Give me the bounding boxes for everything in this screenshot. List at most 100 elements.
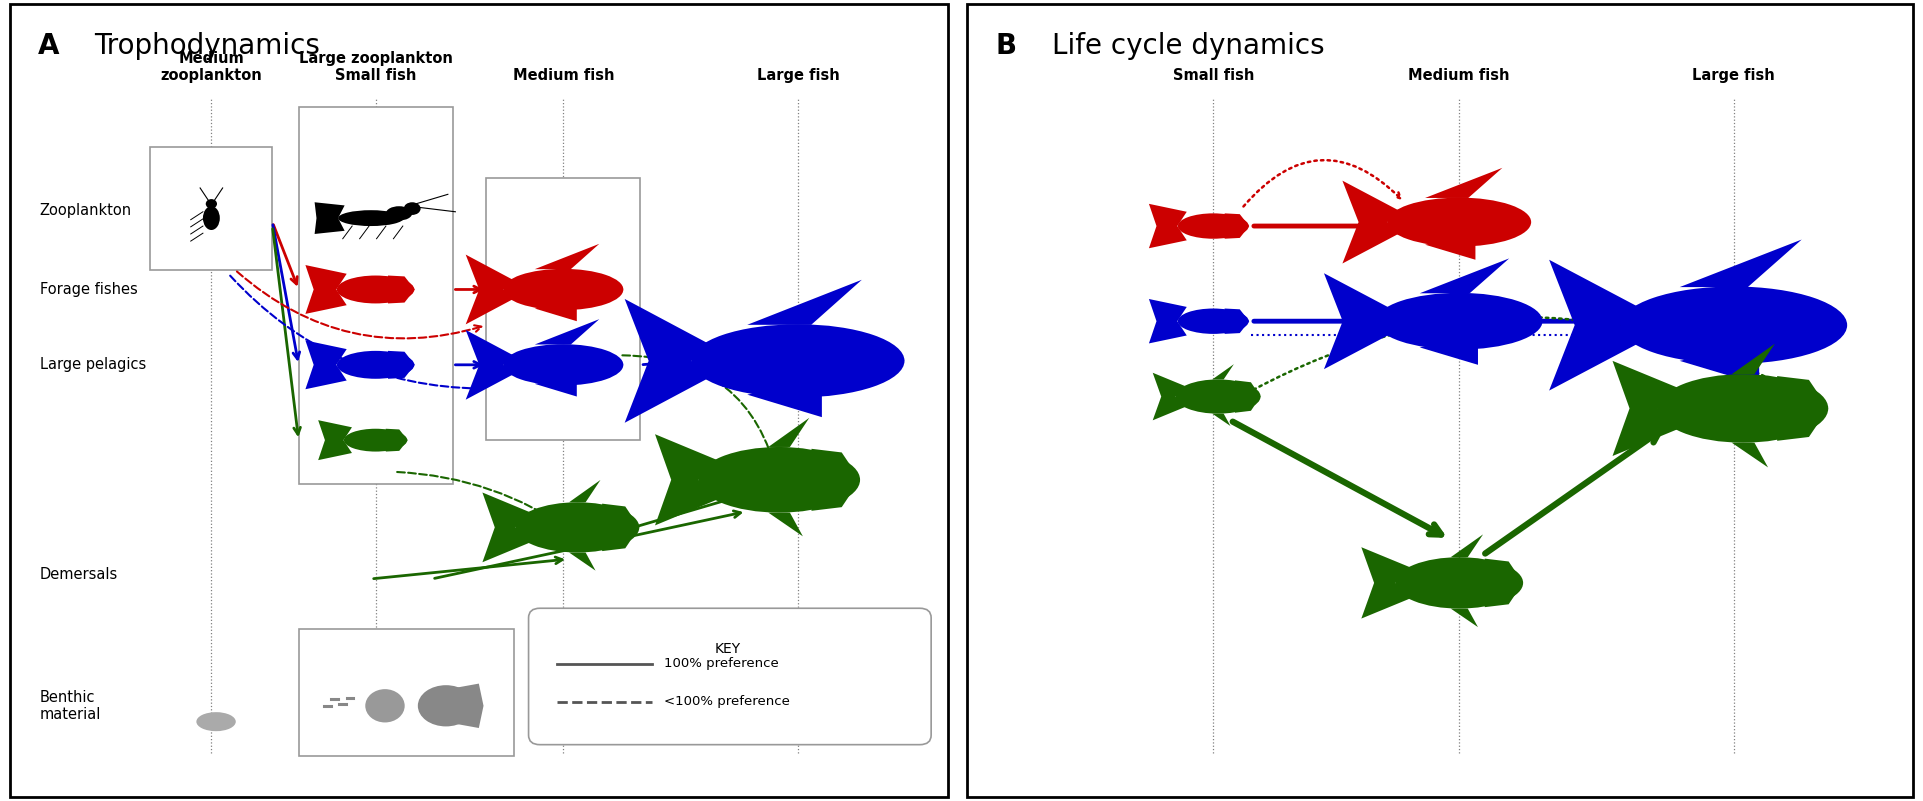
FancyBboxPatch shape (150, 147, 273, 270)
Polygon shape (1477, 199, 1531, 244)
Polygon shape (1152, 372, 1185, 421)
Polygon shape (1211, 413, 1231, 426)
Polygon shape (535, 244, 600, 269)
Polygon shape (1211, 364, 1235, 380)
Ellipse shape (337, 351, 413, 379)
Text: <100% preference: <100% preference (663, 695, 790, 708)
Polygon shape (535, 300, 577, 321)
Polygon shape (1450, 609, 1479, 627)
Ellipse shape (206, 199, 217, 208)
Polygon shape (1485, 558, 1523, 607)
Text: Zooplankton: Zooplankton (40, 203, 133, 218)
Polygon shape (465, 255, 515, 324)
Polygon shape (535, 375, 577, 396)
Polygon shape (1733, 443, 1767, 468)
Polygon shape (1733, 344, 1775, 374)
Text: KEY: KEY (715, 642, 740, 655)
Polygon shape (1342, 181, 1400, 264)
Text: Life cycle dynamics: Life cycle dynamics (1052, 32, 1325, 60)
Ellipse shape (417, 685, 475, 727)
Ellipse shape (387, 206, 412, 220)
Polygon shape (579, 346, 623, 384)
Polygon shape (1777, 376, 1829, 441)
FancyArrowPatch shape (623, 356, 779, 479)
Ellipse shape (204, 206, 219, 230)
Polygon shape (1481, 295, 1542, 348)
Ellipse shape (1177, 213, 1248, 239)
Ellipse shape (365, 689, 404, 723)
Polygon shape (1361, 547, 1410, 618)
Polygon shape (1450, 534, 1483, 557)
Polygon shape (387, 429, 408, 452)
Ellipse shape (690, 324, 904, 397)
Polygon shape (483, 493, 529, 562)
Polygon shape (1148, 299, 1186, 344)
Polygon shape (1425, 168, 1502, 198)
Text: Demersals: Demersals (40, 567, 117, 582)
Polygon shape (1419, 335, 1479, 364)
Polygon shape (1323, 273, 1392, 369)
FancyBboxPatch shape (529, 608, 931, 745)
Polygon shape (812, 449, 860, 511)
Text: 100% preference: 100% preference (663, 658, 779, 670)
Ellipse shape (1619, 287, 1848, 364)
FancyArrowPatch shape (237, 272, 481, 338)
Polygon shape (388, 351, 415, 379)
Text: Medium fish: Medium fish (1408, 68, 1510, 83)
Text: Benthic
material: Benthic material (40, 690, 102, 722)
Polygon shape (1425, 234, 1475, 260)
FancyArrowPatch shape (1254, 317, 1804, 398)
Polygon shape (748, 379, 821, 417)
Text: Large pelagics: Large pelagics (40, 357, 146, 372)
Text: B: B (996, 32, 1017, 60)
Polygon shape (306, 340, 346, 389)
Polygon shape (656, 434, 717, 525)
Polygon shape (625, 299, 712, 423)
Text: A: A (38, 32, 60, 60)
Text: Large zooplankton
Small fish: Large zooplankton Small fish (298, 51, 452, 83)
Polygon shape (465, 330, 515, 400)
Ellipse shape (338, 210, 404, 226)
Polygon shape (452, 683, 483, 728)
Polygon shape (825, 327, 904, 395)
Ellipse shape (404, 202, 421, 215)
Polygon shape (1679, 239, 1802, 287)
Polygon shape (579, 271, 623, 308)
Polygon shape (1550, 260, 1642, 391)
Text: Forage fishes: Forage fishes (40, 282, 137, 297)
Polygon shape (535, 319, 600, 344)
Ellipse shape (1386, 198, 1531, 247)
Ellipse shape (1175, 380, 1261, 413)
Polygon shape (769, 418, 810, 447)
Polygon shape (569, 480, 600, 502)
Polygon shape (317, 421, 352, 460)
Polygon shape (1761, 289, 1848, 361)
Polygon shape (306, 265, 346, 314)
Text: Large fish: Large fish (756, 68, 838, 83)
Polygon shape (1235, 380, 1261, 413)
Polygon shape (1148, 203, 1186, 248)
FancyArrowPatch shape (398, 472, 573, 533)
Ellipse shape (1177, 308, 1248, 334)
Polygon shape (569, 553, 596, 570)
Polygon shape (748, 280, 862, 325)
Polygon shape (1613, 360, 1677, 456)
Ellipse shape (196, 712, 237, 731)
Text: Large fish: Large fish (1692, 68, 1775, 83)
Ellipse shape (698, 447, 860, 513)
Ellipse shape (1396, 557, 1523, 609)
Text: Medium fish: Medium fish (513, 68, 613, 83)
Text: Small fish: Small fish (1173, 68, 1254, 83)
FancyBboxPatch shape (298, 629, 515, 756)
Polygon shape (1225, 213, 1250, 239)
Polygon shape (1419, 259, 1510, 293)
Ellipse shape (344, 429, 408, 452)
Text: Medium
zooplankton: Medium zooplankton (160, 51, 262, 83)
Ellipse shape (515, 502, 638, 553)
Polygon shape (388, 276, 415, 304)
FancyBboxPatch shape (487, 179, 640, 440)
Ellipse shape (504, 344, 623, 385)
FancyArrowPatch shape (1244, 160, 1400, 207)
Ellipse shape (337, 276, 413, 304)
Polygon shape (315, 202, 344, 234)
